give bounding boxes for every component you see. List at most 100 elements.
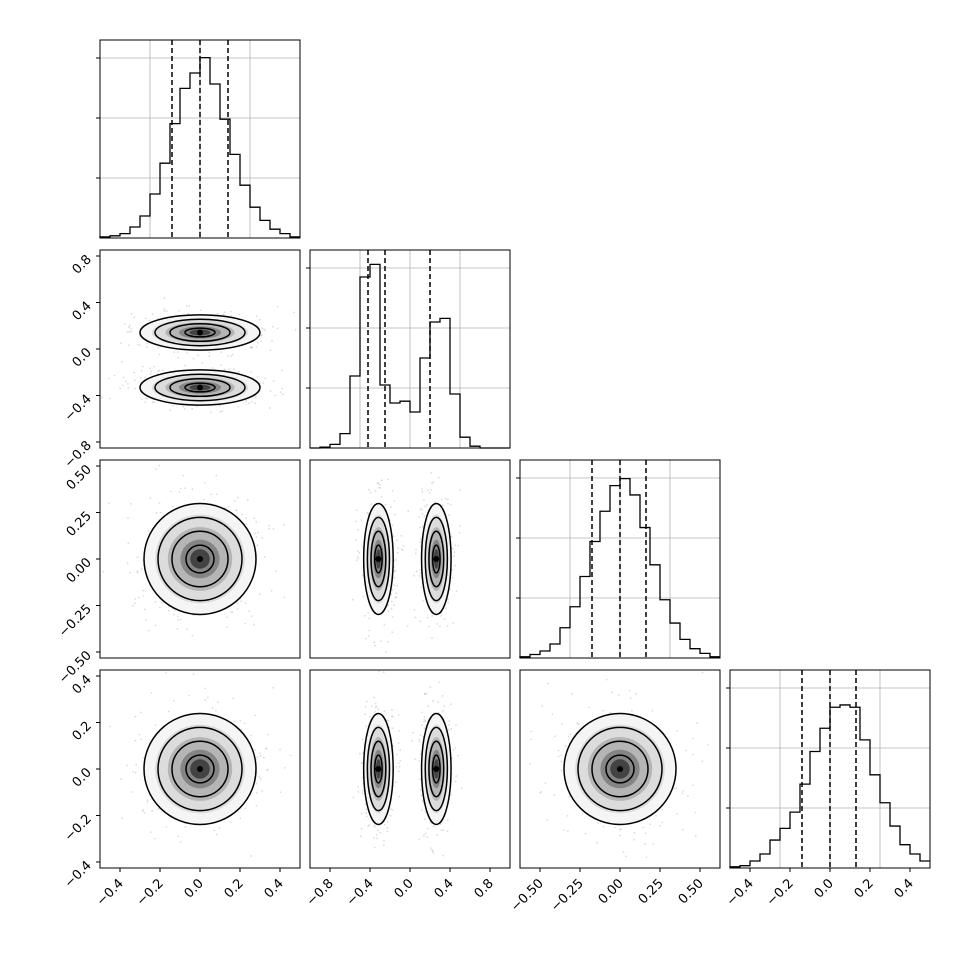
sample-point xyxy=(442,709,444,712)
contour-line xyxy=(184,327,216,338)
sample-point xyxy=(195,405,198,408)
sample-point xyxy=(173,351,176,353)
sample-point xyxy=(395,596,398,598)
sample-point xyxy=(128,324,131,327)
sample-point xyxy=(130,503,132,505)
sample-point xyxy=(254,714,257,717)
sample-point xyxy=(245,523,248,525)
sample-point xyxy=(560,760,563,763)
sample-point xyxy=(134,715,137,718)
sample-point xyxy=(227,355,229,357)
sample-point xyxy=(398,730,400,732)
sample-point xyxy=(182,474,185,477)
sample-point xyxy=(139,711,142,714)
sample-point xyxy=(136,570,139,573)
sample-point xyxy=(144,376,147,379)
col0-x-tick-0: −0.4 xyxy=(94,876,127,909)
sample-point xyxy=(434,501,437,504)
sample-point xyxy=(360,827,363,830)
sample-point xyxy=(383,623,386,626)
contour-line xyxy=(362,712,394,826)
sample-point xyxy=(617,694,620,696)
sample-point xyxy=(236,608,239,610)
sample-point xyxy=(382,671,385,674)
sample-point xyxy=(386,719,388,722)
sample-point xyxy=(220,351,223,354)
sample-point xyxy=(136,571,139,574)
sample-point xyxy=(130,327,133,330)
sample-point xyxy=(365,637,367,640)
contour-line xyxy=(366,726,391,812)
sample-point xyxy=(260,340,262,342)
sample-point xyxy=(443,705,446,708)
sample-point xyxy=(620,828,622,830)
sample-point xyxy=(216,493,218,496)
col2-x-tick-2: 0.00 xyxy=(596,876,627,907)
sample-point xyxy=(431,615,434,617)
sample-point xyxy=(254,402,257,405)
sample-point xyxy=(378,484,381,486)
sample-point xyxy=(255,315,258,318)
sample-point xyxy=(208,351,211,354)
sample-point xyxy=(420,509,423,511)
sample-point xyxy=(250,615,253,618)
sample-point xyxy=(230,310,233,313)
sample-point xyxy=(244,602,247,604)
sample-point xyxy=(201,362,204,364)
sample-point xyxy=(596,841,599,844)
sample-point xyxy=(428,491,431,494)
contour-line xyxy=(184,382,216,393)
sample-point xyxy=(384,650,387,653)
sample-point xyxy=(235,509,238,511)
sample-point xyxy=(374,706,377,709)
sample-point xyxy=(365,725,368,728)
sample-point xyxy=(450,794,452,796)
sample-point xyxy=(263,328,265,330)
sample-point xyxy=(391,715,394,718)
sample-point xyxy=(191,407,194,410)
sample-point xyxy=(366,511,368,514)
sample-point xyxy=(140,376,142,379)
density-peak-0 xyxy=(617,766,623,772)
sample-point xyxy=(361,789,364,792)
sample-point xyxy=(356,528,359,531)
sample-point xyxy=(128,326,130,329)
sample-point xyxy=(391,809,394,812)
sample-point xyxy=(134,387,136,390)
sample-point xyxy=(676,813,678,815)
sample-point xyxy=(414,552,417,555)
sample-point xyxy=(255,536,258,538)
sample-point xyxy=(425,504,428,506)
sample-point xyxy=(218,404,221,407)
contour-line xyxy=(157,726,243,812)
sample-point xyxy=(459,525,461,527)
sample-point xyxy=(365,812,367,814)
sample-point xyxy=(236,602,239,605)
sample-point xyxy=(458,531,461,534)
sample-point xyxy=(414,758,416,761)
sample-point xyxy=(138,344,141,347)
sample-point xyxy=(392,535,395,537)
sample-point xyxy=(146,397,149,400)
contour-line xyxy=(370,530,387,588)
sample-point xyxy=(264,747,267,750)
sample-point xyxy=(423,716,426,718)
sample-point xyxy=(220,364,222,366)
sample-point xyxy=(384,823,386,826)
contour-line xyxy=(373,544,383,574)
sample-point xyxy=(451,568,453,571)
sample-point xyxy=(154,600,157,603)
sample-point xyxy=(236,496,239,499)
sample-point xyxy=(547,682,549,685)
contour-line xyxy=(185,544,215,574)
sample-point xyxy=(142,809,145,811)
sample-point xyxy=(134,598,137,600)
sample-point xyxy=(283,596,286,599)
sample-point xyxy=(283,767,286,769)
sample-point xyxy=(375,705,378,708)
sample-point xyxy=(283,524,285,526)
sample-point xyxy=(158,353,161,356)
sample-point xyxy=(426,827,429,830)
sample-point xyxy=(225,507,228,510)
sample-point xyxy=(355,559,358,562)
